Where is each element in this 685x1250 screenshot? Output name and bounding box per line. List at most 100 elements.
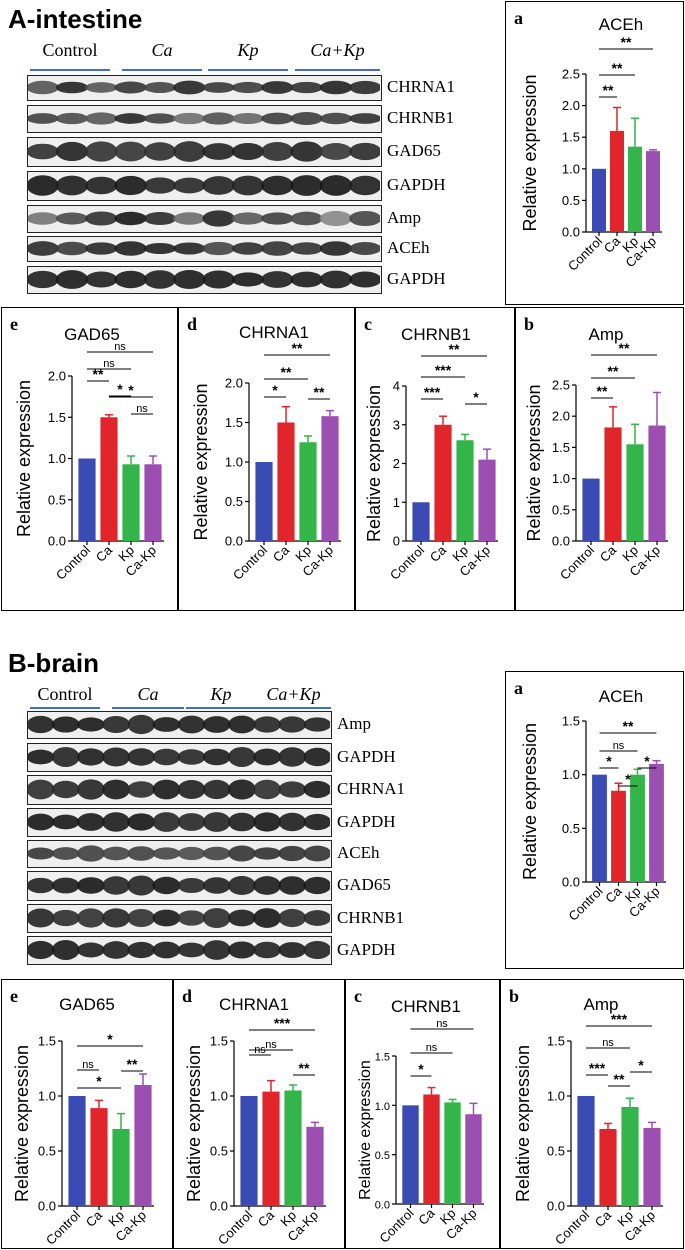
section-a-title: A-intestine xyxy=(8,4,143,34)
blot-band xyxy=(55,241,89,256)
bar-ca xyxy=(90,1108,108,1206)
significance-label: ** xyxy=(621,34,632,50)
y-tick-label: 1.0 xyxy=(562,161,580,176)
chart-svg: e GAD65 0.0 0.5 1.0 1.5 2.0 Relative expression… xyxy=(10,314,164,583)
chart-svg: b Amp 0.0 0.5 1.0 1.5 2.0 2.5 Relative expressio… xyxy=(524,314,668,583)
significance-label: * xyxy=(272,382,278,398)
y-axis-label: Relative expression xyxy=(184,1045,204,1202)
y-tick-label: 0.5 xyxy=(225,494,243,509)
blot-strip xyxy=(27,936,332,965)
blot-strip xyxy=(27,266,382,294)
blot-group-label: Ca+Kp xyxy=(310,40,365,60)
x-tick-label: Ca xyxy=(93,542,116,565)
significance-label: * xyxy=(128,382,134,398)
blot-band-label: GAPDH xyxy=(387,269,446,288)
y-tick-label: 1.5 xyxy=(547,1034,565,1049)
significance-label: * xyxy=(473,389,479,405)
significance-label: *** xyxy=(274,1015,291,1031)
y-tick-label: 0.0 xyxy=(225,534,243,549)
significance-label: ** xyxy=(603,82,614,98)
significance-label: ** xyxy=(612,60,623,76)
blot-band xyxy=(28,908,55,928)
blot-band xyxy=(278,942,307,958)
blot-group-label: Control xyxy=(42,40,98,60)
blot-band xyxy=(202,112,235,125)
blot-band xyxy=(55,81,89,94)
panel-letter: e xyxy=(10,986,18,1006)
y-tick-label: 0.5 xyxy=(562,821,580,836)
chart-b-brain-chrna1: d CHRNA1 0.0 0.5 1.0 1.5 Relative expression Co… xyxy=(173,979,345,1249)
blot-band xyxy=(290,141,323,162)
blot-band-label: GAPDH xyxy=(337,939,396,959)
blot-band xyxy=(290,271,323,288)
blot-band xyxy=(77,813,105,831)
blot-band xyxy=(349,242,380,255)
blot-band-label: CHRNB1 xyxy=(337,907,405,927)
blot-group-label: Kp xyxy=(210,684,232,704)
bar-control xyxy=(582,478,600,541)
bar-ca xyxy=(423,1094,440,1204)
blot-band xyxy=(28,270,59,289)
x-tick-label: Ca xyxy=(597,542,620,565)
blot-band xyxy=(278,812,307,832)
blot-band xyxy=(173,242,206,255)
blot-band xyxy=(51,909,80,927)
y-tick-label: 0.0 xyxy=(38,1199,56,1214)
chart-title: CHRNA1 xyxy=(219,995,289,1014)
y-axis-label: Relative expression xyxy=(357,1060,374,1200)
blot-group-underline xyxy=(30,69,110,71)
blot-band xyxy=(77,845,105,862)
blot-band xyxy=(77,779,105,800)
chart-title: ACEh xyxy=(599,15,643,34)
blot-band xyxy=(253,941,281,959)
blot-strip xyxy=(27,711,332,739)
significance-label: * xyxy=(117,381,123,397)
blot-group-label: Control xyxy=(37,684,93,704)
blot-band xyxy=(102,812,130,832)
panel-letter: c xyxy=(354,986,362,1006)
chart-a-intestine-aceh: a ACEh 0.0 0.5 1.0 1.5 2.0 2.5 Relative expressi… xyxy=(505,1,684,305)
significance-label: ns xyxy=(426,1042,438,1054)
blot-band xyxy=(143,242,177,255)
blot-group-label: Ca xyxy=(137,684,159,704)
bar-kp xyxy=(122,464,140,541)
significance-label: ns xyxy=(114,341,126,353)
blot-band xyxy=(303,845,330,862)
y-tick-label: 0.5 xyxy=(547,1144,565,1159)
significance-label: ** xyxy=(281,364,292,380)
blot-band xyxy=(55,141,89,162)
blot-band xyxy=(319,210,353,227)
y-axis-label: Relative expression xyxy=(14,380,34,537)
x-tick-label: Ca xyxy=(83,1207,106,1230)
blot-group-underline xyxy=(122,69,202,71)
blot-band-label: GAPDH xyxy=(387,175,446,194)
bar-control xyxy=(591,168,607,232)
section-b-title: B-brain xyxy=(8,648,99,678)
blot-band xyxy=(28,175,59,196)
blot-band xyxy=(114,211,147,226)
bar-control xyxy=(68,1096,86,1206)
blot-band xyxy=(231,142,265,161)
y-tick-label: 1.5 xyxy=(562,130,580,145)
y-axis-label: Relative expression xyxy=(364,385,384,542)
bar-kp xyxy=(112,1129,130,1206)
chart-b-brain-aceh: a ACEh 0.0 0.5 1.0 1.5 Relative expression Cont… xyxy=(505,671,684,969)
blot-band xyxy=(143,177,177,194)
blot-band xyxy=(253,779,281,800)
blot-band-label: Amp xyxy=(337,714,371,733)
bar-ca xyxy=(609,130,625,232)
y-tick-label: 0.0 xyxy=(547,1199,565,1214)
blot-band xyxy=(102,876,130,895)
y-tick-label: 2.0 xyxy=(552,409,570,424)
blot-band xyxy=(114,81,147,94)
blot-band xyxy=(231,272,265,287)
blot-strip xyxy=(27,137,382,167)
blot-band xyxy=(261,112,294,125)
y-tick-label: 1.5 xyxy=(225,415,243,430)
blot-band-label: GAD65 xyxy=(337,875,391,894)
blot-band-label: Amp xyxy=(387,208,421,227)
blot-band xyxy=(261,141,294,162)
blot-band xyxy=(177,749,206,765)
bar-control xyxy=(78,458,96,541)
